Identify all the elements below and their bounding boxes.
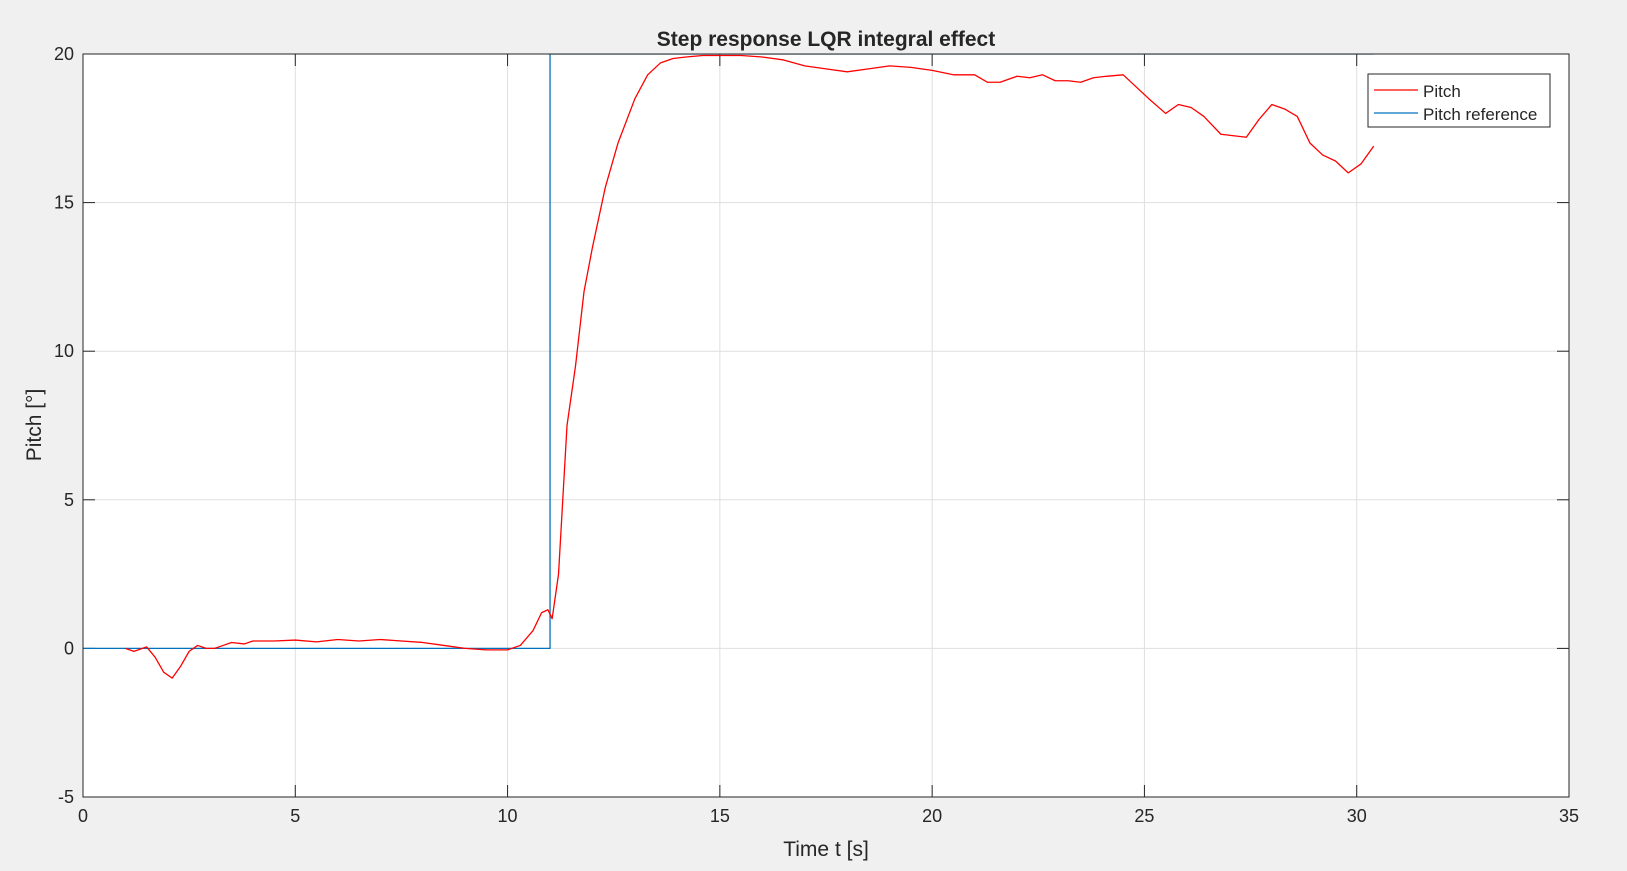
x-tick-label: 25 xyxy=(1134,806,1154,826)
series-line-pitch xyxy=(125,54,1375,679)
x-tick-label: 5 xyxy=(290,806,300,826)
x-tick-label: 30 xyxy=(1347,806,1367,826)
legend: Pitch Pitch reference xyxy=(1367,73,1551,128)
x-tick-label: 0 xyxy=(78,806,88,826)
x-tick-label: 35 xyxy=(1559,806,1579,826)
y-tick-label: 0 xyxy=(64,638,74,658)
series-group xyxy=(83,54,1375,679)
y-tick-label: 20 xyxy=(54,44,74,64)
x-tick-label: 15 xyxy=(710,806,730,826)
axes-background xyxy=(83,54,1569,797)
y-tick-label: -5 xyxy=(58,787,74,807)
legend-box xyxy=(1367,73,1551,128)
axes-box xyxy=(82,53,1570,798)
x-axis-label: Time t [s] xyxy=(783,838,869,861)
legend-label-pitch: Pitch xyxy=(1423,82,1461,101)
y-axis-label: Pitch [°] xyxy=(23,389,46,462)
x-tick-label: 20 xyxy=(922,806,942,826)
y-tick-label: 10 xyxy=(54,341,74,361)
x-tick-label: 10 xyxy=(498,806,518,826)
grid xyxy=(83,54,1569,797)
y-tick-label: 15 xyxy=(54,193,74,213)
series-line-pitch-reference xyxy=(83,54,1374,650)
chart-title: Step response LQR integral effect xyxy=(657,28,995,51)
legend-label-pitch-reference: Pitch reference xyxy=(1423,105,1537,124)
y-tick-label: 5 xyxy=(64,490,74,510)
